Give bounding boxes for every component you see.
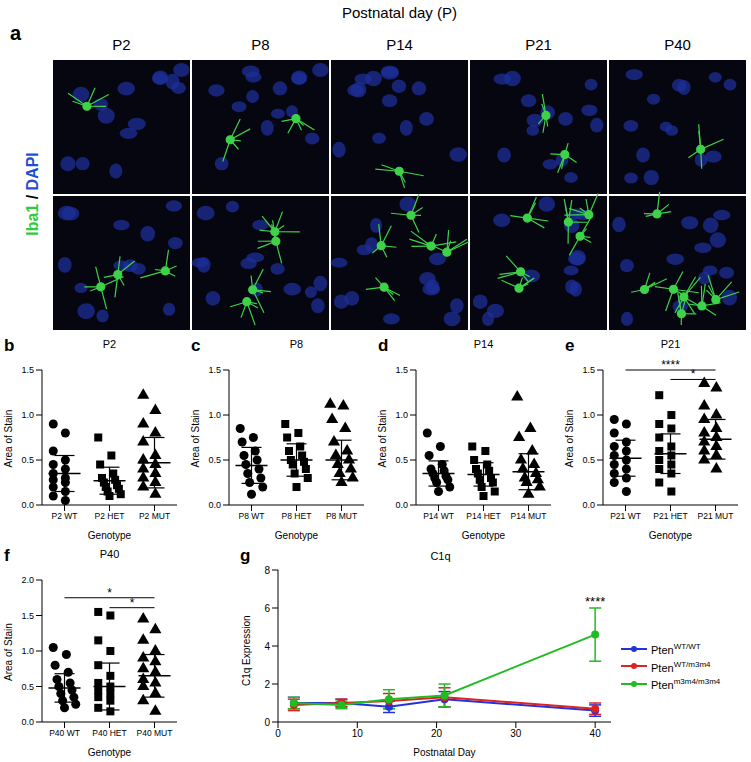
svg-text:Postnatal day (P): Postnatal day (P): [342, 4, 457, 21]
svg-text:P2 HET: P2 HET: [95, 511, 125, 521]
svg-text:P14 HET: P14 HET: [466, 511, 501, 521]
html-text:P8: P8: [289, 338, 304, 350]
svg-text:P2 MUT: P2 MUT: [139, 511, 170, 521]
svg-text:P14 WT: P14 WT: [423, 511, 454, 521]
svg-text:****: ****: [585, 594, 605, 609]
svg-text:P40 HET: P40 HET: [92, 728, 127, 738]
html-text:Ptenm3m4/m3m4: Ptenm3m4/m3m4: [651, 677, 721, 691]
svg-text:P40 WT: P40 WT: [49, 728, 80, 738]
svg-text:8: 8: [264, 565, 270, 576]
html-text:b: b: [4, 336, 15, 355]
html-text:P2: P2: [102, 338, 117, 350]
svg-text:P40: P40: [664, 36, 691, 53]
svg-text:10: 10: [352, 728, 364, 739]
html-text:f: f: [4, 546, 10, 565]
svg-text:P14 MUT: P14 MUT: [511, 511, 547, 521]
svg-text:Genotype: Genotype: [275, 530, 319, 541]
svg-text:a: a: [10, 22, 22, 44]
svg-text:0.0: 0.0: [208, 500, 221, 510]
html-text:d: d: [378, 336, 389, 355]
svg-text:1.5: 1.5: [395, 365, 408, 375]
svg-text:0.5: 0.5: [208, 455, 221, 465]
svg-text:0.0: 0.0: [395, 500, 408, 510]
svg-text:C1q Expression: C1q Expression: [241, 615, 252, 686]
svg-text:0.5: 0.5: [21, 682, 34, 692]
html-text:g: g: [240, 546, 251, 565]
svg-text:P21: P21: [525, 36, 552, 53]
html-text:P40: P40: [99, 548, 120, 560]
html-text:e: e: [565, 336, 575, 355]
svg-text:P8 WT: P8 WT: [239, 511, 265, 521]
svg-text:Area of Stain: Area of Stain: [3, 623, 14, 681]
svg-text:*: *: [691, 367, 696, 381]
svg-text:2: 2: [264, 679, 270, 690]
html-text:c: c: [191, 336, 201, 355]
svg-text:Postnatal Day: Postnatal Day: [413, 747, 475, 758]
svg-text:P21 MUT: P21 MUT: [698, 511, 734, 521]
svg-text:40: 40: [590, 728, 602, 739]
svg-text:Area of Stain: Area of Stain: [377, 410, 388, 468]
svg-text:1.0: 1.0: [208, 410, 221, 420]
svg-text:2.0: 2.0: [21, 575, 34, 585]
svg-text:1.5: 1.5: [21, 611, 34, 621]
svg-text:0.5: 0.5: [582, 455, 595, 465]
svg-text:Genotype: Genotype: [88, 747, 132, 758]
svg-text:P2: P2: [112, 36, 130, 53]
svg-text:1.5: 1.5: [582, 365, 595, 375]
svg-text:Area of Stain: Area of Stain: [3, 410, 14, 468]
svg-text:Area of Stain: Area of Stain: [190, 410, 201, 468]
svg-text:0.0: 0.0: [582, 500, 595, 510]
svg-text:6: 6: [264, 603, 270, 614]
svg-text:1.0: 1.0: [21, 410, 34, 420]
svg-text:P8 HET: P8 HET: [282, 511, 312, 521]
svg-text:P8: P8: [251, 36, 269, 53]
svg-text:0.5: 0.5: [21, 455, 34, 465]
svg-text:P2 WT: P2 WT: [52, 511, 78, 521]
html-text:P14: P14: [473, 338, 494, 350]
svg-text:Iba1 / DAPI: Iba1 / DAPI: [24, 152, 41, 236]
svg-text:0.5: 0.5: [395, 455, 408, 465]
html-text:PtenWT/m3m4: PtenWT/m3m4: [651, 659, 711, 674]
svg-text:P8 MUT: P8 MUT: [326, 511, 357, 521]
svg-text:P21 HET: P21 HET: [653, 511, 688, 521]
html-text:C1q: C1q: [430, 550, 451, 562]
svg-text:1.5: 1.5: [21, 365, 34, 375]
svg-text:0: 0: [264, 717, 270, 728]
svg-text:0: 0: [275, 728, 281, 739]
svg-text:Genotype: Genotype: [649, 530, 693, 541]
svg-text:*: *: [107, 586, 112, 600]
svg-text:1.0: 1.0: [395, 410, 408, 420]
svg-text:Genotype: Genotype: [88, 530, 132, 541]
svg-text:1.0: 1.0: [21, 646, 34, 656]
svg-text:Genotype: Genotype: [462, 530, 506, 541]
html-text:P21: P21: [660, 338, 681, 350]
svg-text:1.5: 1.5: [208, 365, 221, 375]
svg-text:30: 30: [510, 728, 522, 739]
svg-text:Area of Stain: Area of Stain: [564, 410, 575, 468]
svg-text:****: ****: [661, 358, 680, 372]
svg-text:*: *: [130, 596, 135, 610]
svg-text:P21 WT: P21 WT: [610, 511, 641, 521]
svg-text:0.0: 0.0: [21, 717, 34, 727]
svg-text:4: 4: [264, 641, 270, 652]
svg-text:0.0: 0.0: [21, 500, 34, 510]
svg-text:1.0: 1.0: [582, 410, 595, 420]
svg-text:P14: P14: [386, 36, 413, 53]
html-text:PtenWT/WT: PtenWT/WT: [651, 642, 701, 656]
svg-text:P40 MUT: P40 MUT: [137, 728, 173, 738]
svg-text:20: 20: [431, 728, 443, 739]
